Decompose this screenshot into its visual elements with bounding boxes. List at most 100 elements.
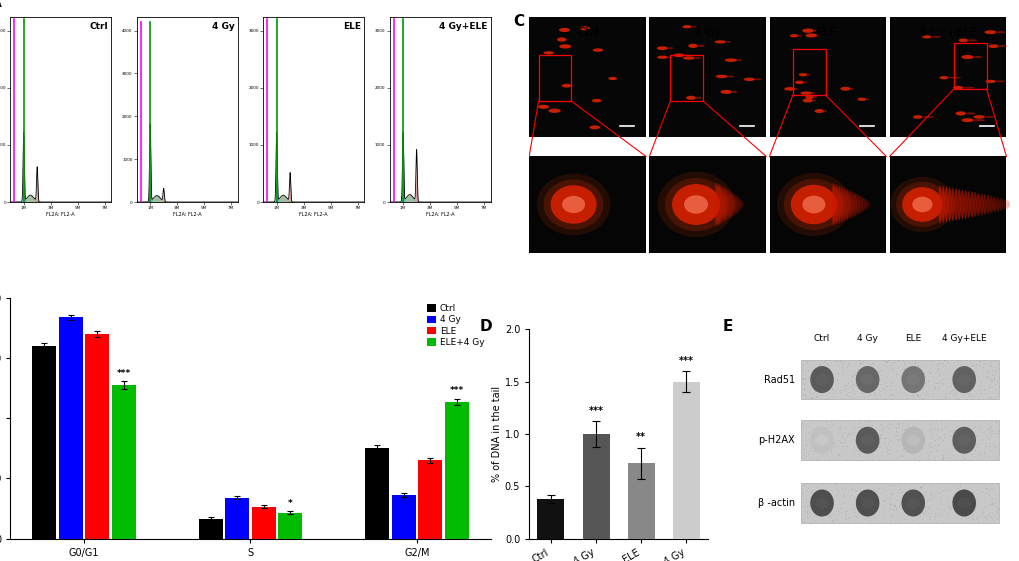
Point xyxy=(818,359,835,368)
Bar xyxy=(278,513,303,539)
Point xyxy=(986,417,1003,426)
Point xyxy=(964,429,980,438)
Point xyxy=(973,428,989,437)
Point xyxy=(955,502,971,511)
Point xyxy=(854,356,870,365)
Point xyxy=(986,416,1003,425)
Point xyxy=(989,381,1006,390)
Point xyxy=(919,503,935,512)
Ellipse shape xyxy=(963,190,967,219)
Ellipse shape xyxy=(833,183,835,226)
Text: ELE: ELE xyxy=(816,26,838,39)
Point xyxy=(905,503,921,512)
Point xyxy=(907,435,923,444)
Point xyxy=(873,426,890,435)
Point xyxy=(844,505,860,514)
Point xyxy=(848,368,864,377)
Point xyxy=(830,438,847,447)
Point xyxy=(871,380,888,389)
Point xyxy=(965,422,981,431)
Point xyxy=(912,442,928,451)
Point xyxy=(985,375,1002,384)
Point xyxy=(918,447,934,456)
Point xyxy=(876,485,893,494)
Point xyxy=(872,370,889,379)
Point xyxy=(851,484,867,493)
Point xyxy=(889,391,905,400)
Point xyxy=(827,484,844,493)
X-axis label: FL2A: FL2-A: FL2A: FL2-A xyxy=(426,211,454,217)
Point xyxy=(873,510,890,519)
Point xyxy=(890,483,906,492)
Point xyxy=(863,438,879,447)
Ellipse shape xyxy=(543,180,603,229)
Point xyxy=(904,422,920,431)
Point xyxy=(936,421,953,430)
Point xyxy=(942,482,958,491)
Point xyxy=(957,394,973,403)
Point xyxy=(807,505,823,514)
Point xyxy=(897,505,913,514)
Point xyxy=(924,381,941,390)
Point xyxy=(933,511,950,519)
Point xyxy=(946,375,962,384)
Ellipse shape xyxy=(973,56,981,58)
Point xyxy=(882,357,899,366)
Point xyxy=(894,495,910,504)
Point xyxy=(971,361,987,370)
Point xyxy=(930,385,947,394)
Point xyxy=(971,380,987,389)
Point xyxy=(982,498,999,507)
Point xyxy=(893,488,909,496)
Point xyxy=(971,377,987,386)
Ellipse shape xyxy=(844,188,846,221)
Point xyxy=(974,362,990,371)
Ellipse shape xyxy=(722,187,725,222)
Point xyxy=(924,371,941,380)
Text: Rad51: Rad51 xyxy=(763,375,795,385)
Point xyxy=(909,361,925,370)
Point xyxy=(840,358,856,367)
Point xyxy=(903,425,919,434)
Point xyxy=(931,394,948,403)
Point xyxy=(881,499,898,508)
Point xyxy=(932,417,949,426)
Ellipse shape xyxy=(684,195,707,214)
Point xyxy=(795,480,811,489)
Ellipse shape xyxy=(798,35,801,36)
Point xyxy=(980,484,997,493)
Ellipse shape xyxy=(721,186,723,223)
Point xyxy=(829,504,846,513)
Ellipse shape xyxy=(790,185,837,224)
Point xyxy=(803,454,819,463)
Point xyxy=(895,505,911,514)
Point xyxy=(926,456,943,465)
Point xyxy=(963,394,979,403)
Point xyxy=(853,428,869,437)
Point xyxy=(958,491,974,500)
Ellipse shape xyxy=(673,53,684,57)
Point xyxy=(880,453,897,462)
Point xyxy=(908,440,924,449)
Point xyxy=(807,482,823,491)
Point xyxy=(809,385,825,394)
Text: 4 Gy+ELE: 4 Gy+ELE xyxy=(941,334,985,343)
Point xyxy=(978,366,995,375)
Point xyxy=(895,356,911,365)
Bar xyxy=(391,495,416,539)
Point xyxy=(809,489,825,498)
Text: 4 Gy: 4 Gy xyxy=(856,334,877,343)
Point xyxy=(908,381,924,390)
Point xyxy=(895,480,911,489)
Point xyxy=(923,480,940,489)
Point xyxy=(855,371,871,380)
Point xyxy=(875,378,892,387)
Point xyxy=(966,422,982,431)
Point xyxy=(836,385,852,394)
Ellipse shape xyxy=(965,112,974,114)
Point xyxy=(806,434,822,443)
Point xyxy=(890,436,906,445)
Text: *: * xyxy=(287,499,292,508)
Point xyxy=(982,418,999,427)
Point xyxy=(804,440,820,449)
